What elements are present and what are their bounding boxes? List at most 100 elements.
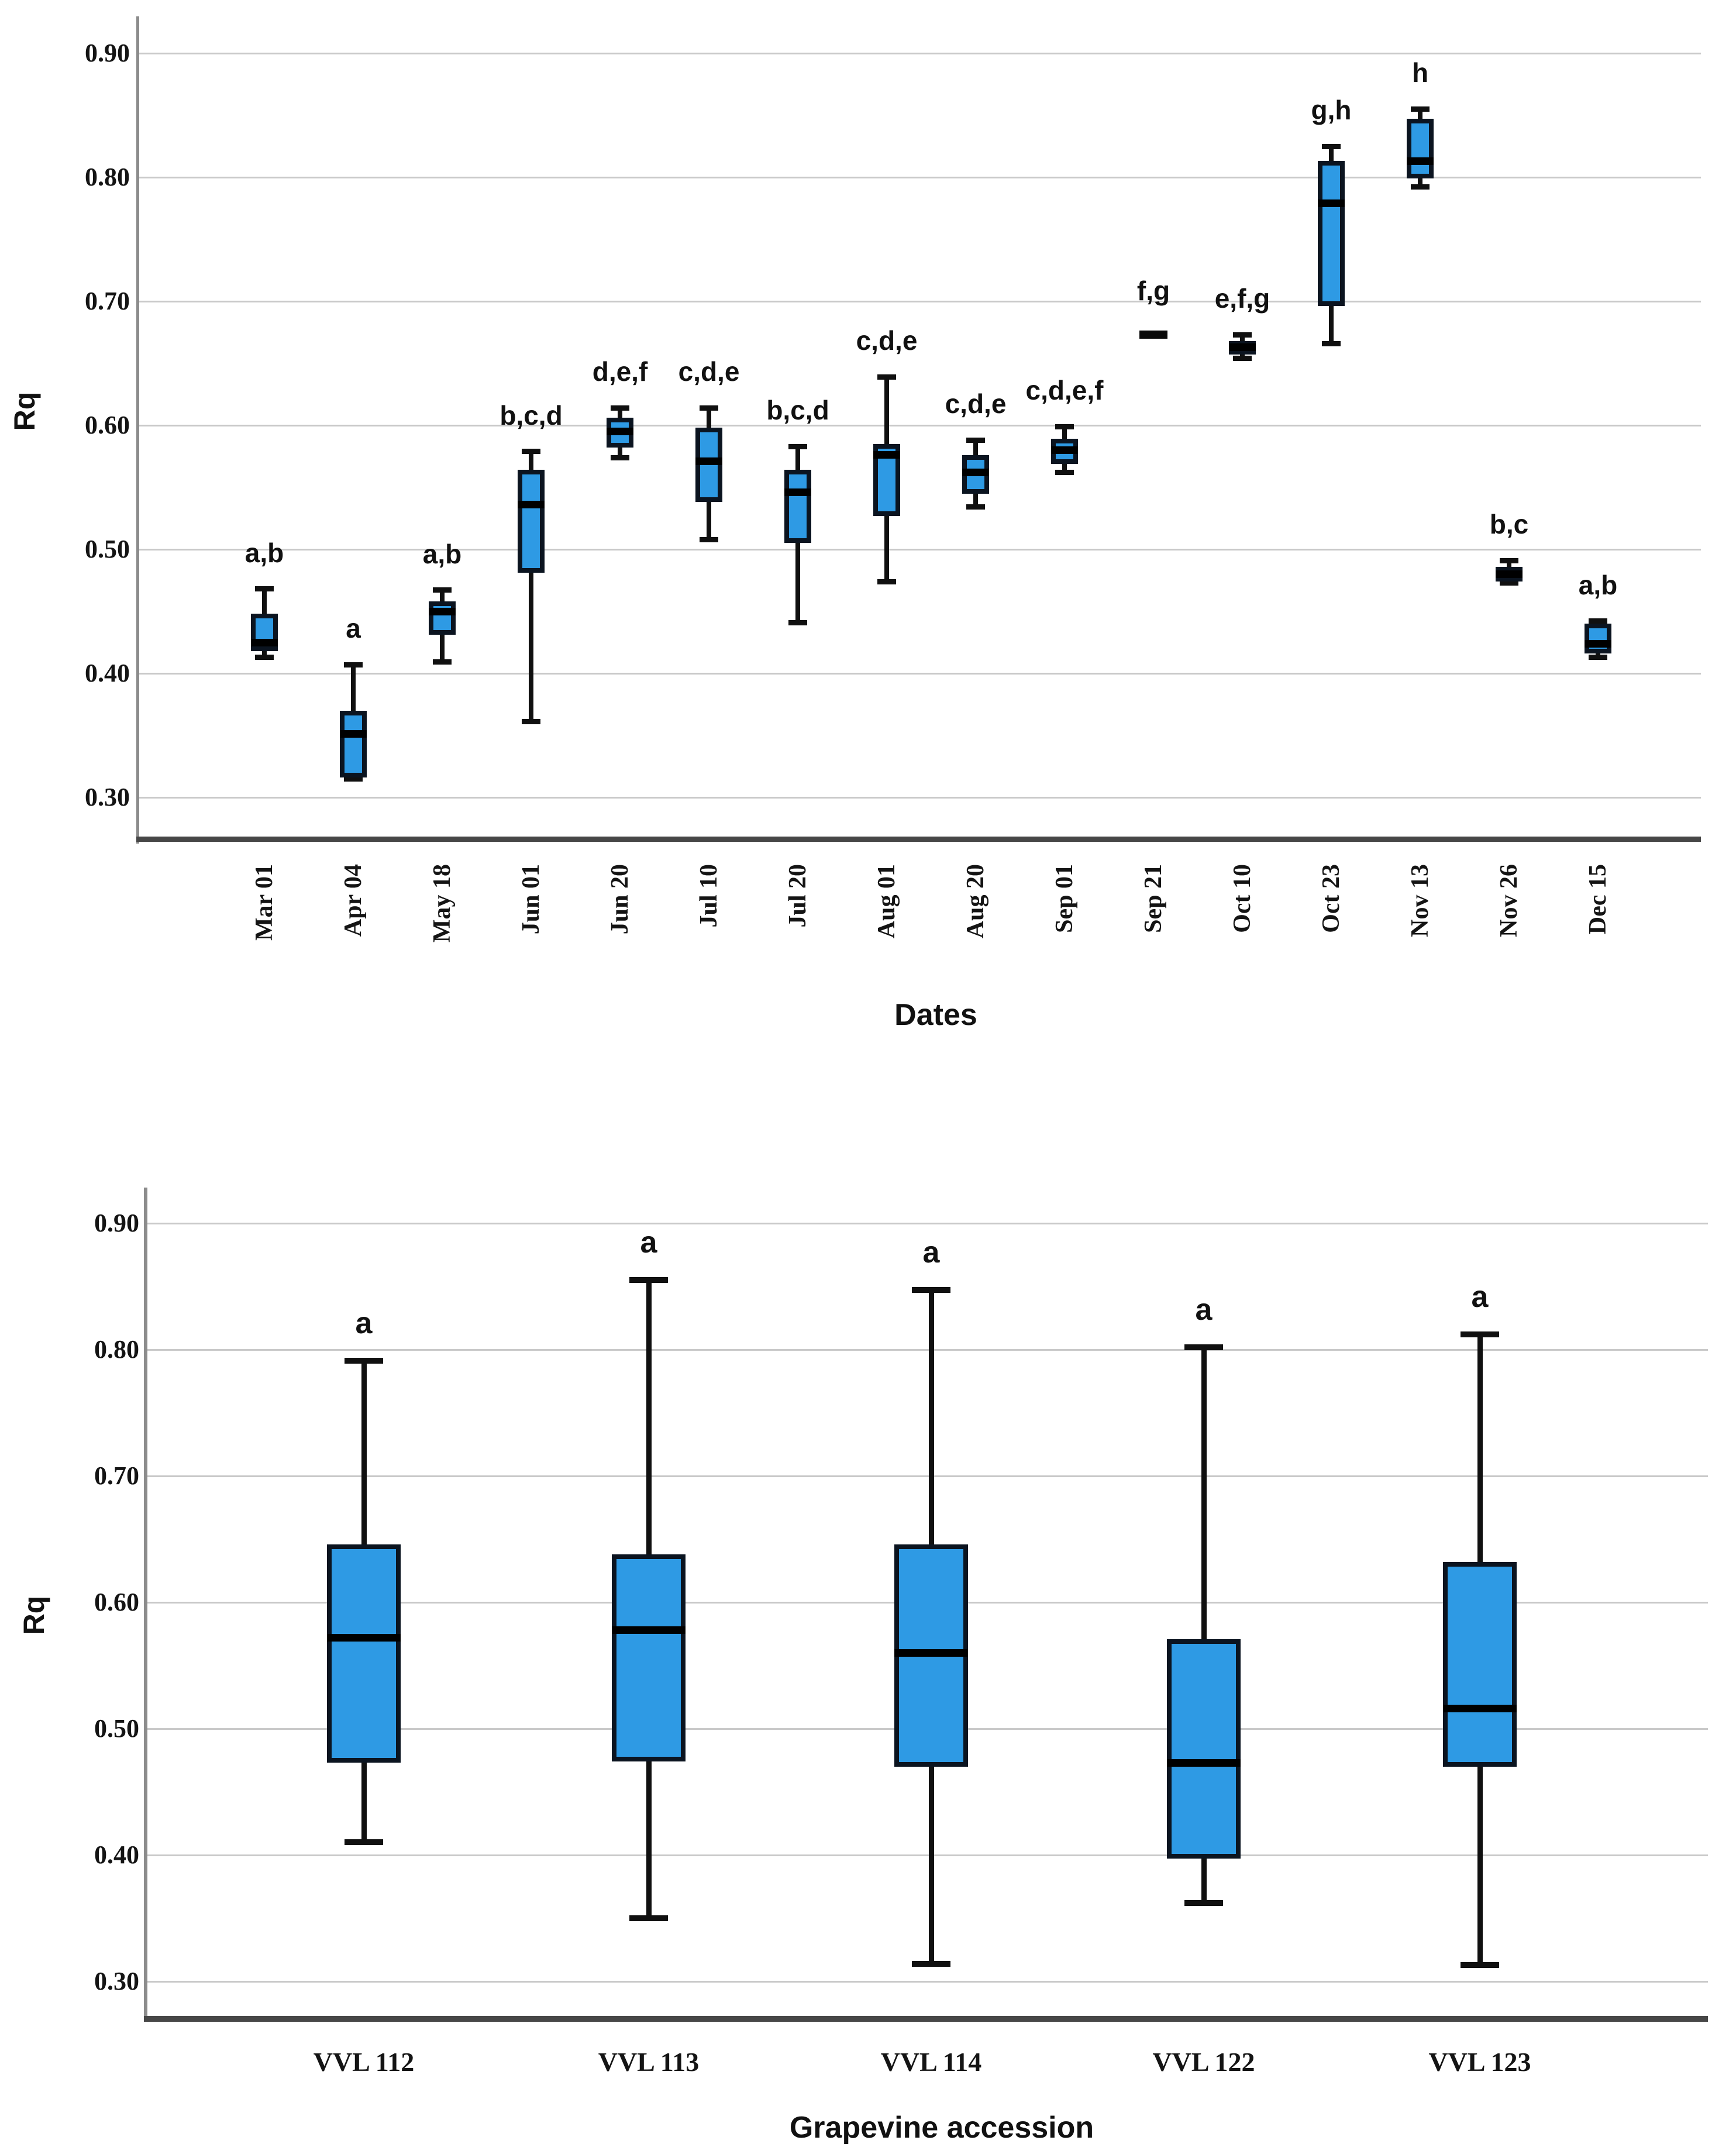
whisker-cap-bottom-Jul 20 <box>788 620 807 625</box>
whisker-cap-top-Jun 01 <box>522 449 540 455</box>
y-tick-label: 0.70 <box>94 1461 139 1490</box>
whisker-cap-top-VVL 113 <box>629 1277 668 1284</box>
boxplot-median-VVL 112 <box>327 1633 401 1642</box>
significance-letters-Nov 13: h <box>1411 57 1429 88</box>
significance-letters-Dec 15: a,b <box>1578 569 1618 600</box>
whisker-cap-top-Jun 20 <box>611 405 629 411</box>
y-tick-label: 0.60 <box>85 411 130 439</box>
boxplot-median-Aug 20 <box>962 469 989 477</box>
whisker-cap-top-VVL 112 <box>345 1358 383 1364</box>
significance-letters-Aug 20: c,d,e <box>945 388 1007 419</box>
y-tick-label: 0.80 <box>94 1335 139 1364</box>
y-tick-label: 0.30 <box>94 1967 139 1995</box>
significance-letters-Sep 21: f,g <box>1136 276 1170 307</box>
whisker-VVL 122 <box>1201 1347 1207 1904</box>
boxplot-box-Nov 13 <box>1407 119 1434 179</box>
whisker-cap-bottom-Sep 01 <box>1055 470 1074 476</box>
whisker-cap-bottom-VVL 123 <box>1461 1962 1499 1968</box>
gridline-0.40 <box>139 672 1701 675</box>
boxplot-median-Oct 10 <box>1229 343 1256 351</box>
y-tick-label: 0.90 <box>94 1209 139 1237</box>
boxplot-median-May 18 <box>429 607 456 615</box>
gridline-0.50 <box>139 548 1701 550</box>
significance-letters-Jun 01: b,c,d <box>500 400 563 431</box>
boxplot-median-Nov 13 <box>1407 157 1434 165</box>
gridline-0.30 <box>147 1980 1708 1983</box>
x-axis-title-grapevine-accession: Grapevine accession <box>789 2111 1094 2145</box>
whisker-cap-top-May 18 <box>433 587 452 593</box>
gridline-0.90 <box>147 1222 1708 1224</box>
whisker-cap-top-Aug 20 <box>966 437 985 443</box>
y-tick-label: 0.50 <box>94 1714 139 1743</box>
boxplot-box-Apr 04 <box>340 710 367 778</box>
significance-letters-Oct 10: e,f,g <box>1214 283 1270 314</box>
significance-letters-VVL 113: a <box>640 1226 657 1260</box>
whisker-cap-bottom-Jul 10 <box>700 536 718 542</box>
whisker-cap-top-Dec 15 <box>1589 618 1607 624</box>
significance-letters-Nov 26: b,c <box>1489 509 1529 540</box>
significance-letters-VVL 123: a <box>1471 1280 1489 1315</box>
significance-letters-VVL 112: a <box>355 1306 373 1341</box>
significance-letters-Jul 10: c,d,e <box>678 356 740 387</box>
whisker-cap-top-Mar 01 <box>255 586 274 592</box>
gridline-0.70 <box>147 1475 1708 1477</box>
whisker-cap-top-VVL 123 <box>1461 1331 1499 1338</box>
whisker-cap-bottom-Nov 26 <box>1500 580 1518 586</box>
significance-letters-Mar 01: a,b <box>244 537 284 568</box>
gridline-0.60 <box>139 424 1701 426</box>
gridline-0.80 <box>147 1348 1708 1351</box>
whisker-cap-bottom-Aug 20 <box>966 504 985 510</box>
x-tick-label-VVL 122: VVL 122 <box>1152 2047 1255 2077</box>
significance-letters-Sep 01: c,d,e,f <box>1025 375 1104 406</box>
significance-letters-Aug 01: c,d,e <box>856 325 918 356</box>
significance-letters-Oct 23: g,h <box>1311 95 1352 125</box>
whisker-cap-top-Jul 10 <box>700 405 718 411</box>
whisker-cap-top-Apr 04 <box>344 662 363 667</box>
x-axis-line <box>144 2016 1708 2022</box>
whisker-cap-bottom-VVL 113 <box>629 1915 668 1921</box>
gridline-0.40 <box>147 1854 1708 1856</box>
whisker-cap-bottom-Aug 01 <box>877 579 896 584</box>
boxplot-median-VVL 123 <box>1443 1704 1517 1712</box>
boxplot-median-Jul 10 <box>695 457 722 465</box>
gridline-0.30 <box>139 796 1701 799</box>
whisker-cap-top-Oct 23 <box>1322 143 1341 149</box>
whisker-cap-bottom-Oct 23 <box>1322 340 1341 346</box>
whisker-cap-top-Nov 13 <box>1411 106 1430 112</box>
whisker-cap-top-Sep 01 <box>1055 424 1074 429</box>
y-tick-label: 0.30 <box>85 783 130 811</box>
significance-letters-May 18: a,b <box>422 538 462 569</box>
y-tick-label: 0.40 <box>85 659 130 687</box>
y-axis-line <box>144 1188 147 2018</box>
y-tick-label: 0.90 <box>85 39 130 67</box>
boxplot-median-Aug 01 <box>873 451 900 459</box>
boxplot-box-VVL 113 <box>612 1554 686 1762</box>
whisker-cap-bottom-Nov 13 <box>1411 184 1430 190</box>
whisker-cap-top-Jul 20 <box>788 443 807 449</box>
whisker-cap-top-Aug 01 <box>877 374 896 380</box>
boxplot-median-VVL 122 <box>1167 1759 1241 1767</box>
boxplot-box-VVL 112 <box>327 1544 401 1763</box>
whisker-cap-bottom-Dec 15 <box>1589 654 1607 660</box>
boxplot-median-Nov 26 <box>1496 570 1523 578</box>
x-tick-label-VVL 114: VVL 114 <box>880 2047 982 2077</box>
boxplot-median-Jun 01 <box>518 501 545 509</box>
boxplot-box-Oct 23 <box>1318 161 1345 307</box>
whisker-cap-bottom-VVL 122 <box>1184 1900 1223 1907</box>
y-tick-label: 0.50 <box>85 535 130 563</box>
boxplot-median-VVL 114 <box>894 1649 968 1657</box>
x-tick-label-VVL 112: VVL 112 <box>313 2047 415 2077</box>
y-tick-label: 0.80 <box>85 163 130 191</box>
boxplot-median-Jun 20 <box>607 428 633 436</box>
gridline-0.90 <box>139 52 1701 54</box>
whisker-cap-top-Oct 10 <box>1233 332 1252 338</box>
significance-letters-Jul 20: b,c,d <box>766 395 829 426</box>
whisker-cap-top-Nov 26 <box>1500 558 1518 563</box>
boxplot-median-Dec 15 <box>1585 639 1611 648</box>
boxplot-median-dash-Sep 21 <box>1139 331 1167 339</box>
whisker-cap-bottom-VVL 114 <box>912 1960 950 1967</box>
whisker-cap-bottom-Jun 01 <box>522 719 540 725</box>
